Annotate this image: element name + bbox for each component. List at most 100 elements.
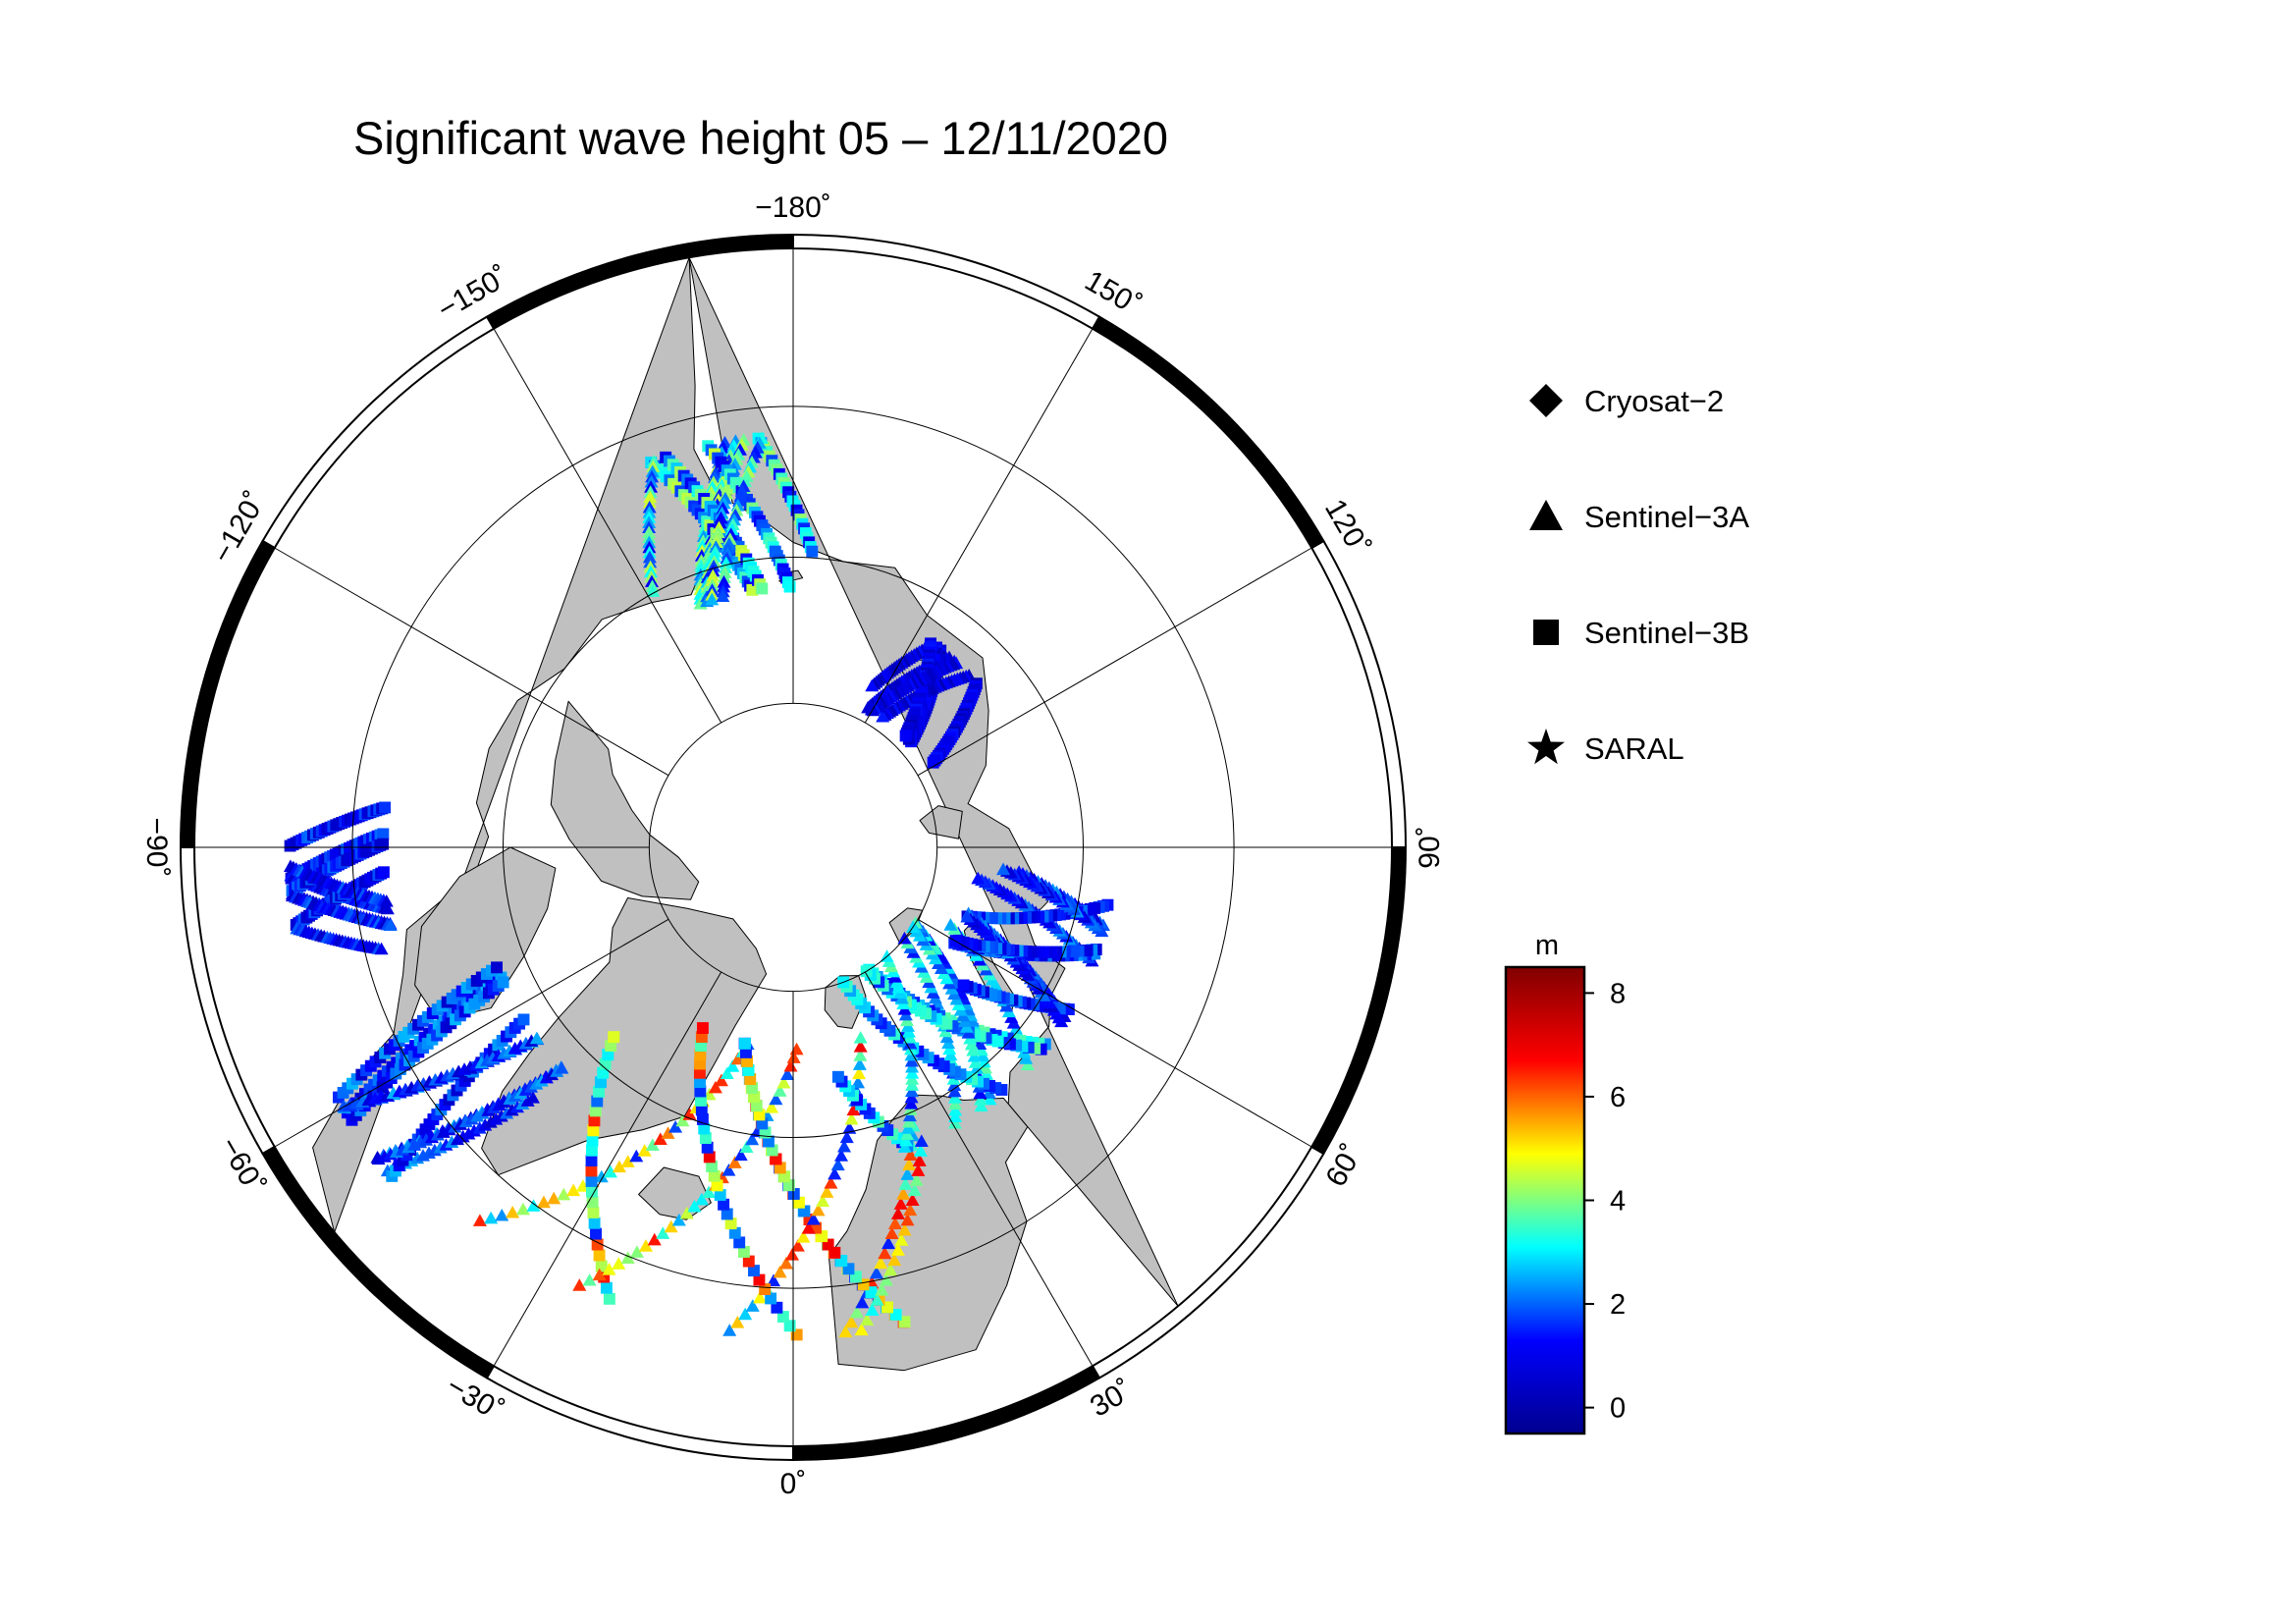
observation-point	[696, 1113, 709, 1125]
observation-point	[853, 1049, 868, 1061]
observation-point	[744, 1073, 757, 1085]
meridian-line	[917, 547, 1312, 777]
observation-point	[594, 1169, 609, 1183]
observation-point	[898, 1177, 913, 1190]
observation-point	[730, 1315, 745, 1328]
observation-point	[694, 1085, 707, 1098]
observation-point	[653, 1132, 667, 1145]
colorbar: m 0 2 4 6 8	[1504, 930, 1626, 1435]
observation-point	[591, 1238, 604, 1251]
observation-point	[978, 1077, 989, 1090]
observation-point	[974, 1093, 988, 1106]
observation-point	[587, 1206, 600, 1218]
observation-point	[590, 1227, 602, 1240]
observation-point	[776, 1075, 791, 1089]
observation-point	[767, 1273, 781, 1287]
chart-title: Significant wave height 05 – 12/11/2020	[353, 112, 1168, 164]
legend-square-icon	[1533, 620, 1559, 645]
observation-point	[695, 1094, 707, 1107]
legend-label: Sentinel−3A	[1584, 500, 1749, 534]
observation-point	[948, 1097, 963, 1110]
observation-point	[901, 1121, 916, 1134]
observation-point	[587, 1124, 600, 1137]
severnaya-zemlya	[919, 805, 963, 839]
observation-point	[714, 1073, 728, 1087]
observation-point	[582, 1272, 597, 1286]
observation-point	[675, 1113, 690, 1127]
observation-point	[801, 1221, 816, 1234]
observation-point	[753, 1290, 768, 1304]
observation-point	[484, 1211, 499, 1224]
observation-point	[491, 961, 504, 974]
observation-point	[759, 1126, 772, 1139]
colorbar-tick-label: 0	[1610, 1393, 1626, 1425]
satellite-legend: Cryosat−2 Sentinel−3A Sentinel−3B SARAL	[1527, 384, 1749, 766]
observation-point	[947, 1084, 962, 1098]
observation-point	[884, 1226, 899, 1240]
observation-point	[903, 1148, 918, 1161]
observation-point	[588, 1114, 601, 1127]
observation-point	[852, 1066, 867, 1080]
canadian-archipelago	[550, 700, 700, 900]
observation-point	[957, 979, 970, 992]
observation-point	[706, 1161, 719, 1172]
observation-point	[865, 1303, 880, 1316]
observation-point	[842, 1121, 857, 1134]
observation-point	[947, 1091, 962, 1104]
observation-point	[506, 1205, 520, 1218]
observation-point	[668, 1120, 683, 1133]
observation-point	[810, 1221, 822, 1234]
observation-point	[806, 1212, 821, 1225]
observation-point	[728, 1226, 741, 1239]
longitude-label: 90˚	[1414, 826, 1446, 868]
observation-point	[585, 1164, 598, 1177]
observation-point	[722, 532, 737, 545]
colorbar-gradient	[1504, 965, 1586, 1435]
observation-point	[773, 1084, 787, 1097]
observation-point	[379, 801, 392, 814]
observation-point	[712, 520, 726, 534]
observation-point	[883, 1263, 898, 1276]
observation-point	[897, 1140, 912, 1153]
observation-point	[782, 1179, 795, 1192]
observation-point	[608, 1031, 620, 1044]
observation-point	[756, 1117, 769, 1130]
observation-point	[854, 1323, 869, 1336]
observation-point	[899, 730, 912, 742]
observation-point	[721, 1208, 733, 1220]
observation-point	[995, 1084, 1008, 1096]
observation-point	[600, 1281, 613, 1294]
observation-point	[603, 1164, 617, 1178]
observation-point	[1022, 1041, 1035, 1054]
observation-point	[860, 1313, 875, 1326]
observation-point	[722, 1324, 737, 1336]
observation-point	[838, 1325, 853, 1338]
longitude-label: 0˚	[780, 1468, 807, 1500]
observation-point	[912, 1154, 927, 1166]
observation-point	[664, 1219, 678, 1233]
observation-point	[529, 1077, 544, 1090]
observation-point	[844, 1315, 859, 1328]
observation-point	[727, 1156, 742, 1168]
observation-point	[724, 1217, 737, 1230]
observation-point	[971, 871, 986, 885]
observation-point	[897, 1222, 912, 1236]
observation-point	[887, 1253, 902, 1267]
observation-point	[745, 1299, 760, 1312]
legend-label: Cryosat−2	[1584, 384, 1724, 418]
observation-point	[881, 1236, 896, 1250]
observation-point	[572, 1278, 587, 1291]
observation-point	[646, 460, 661, 472]
observation-point	[780, 1067, 795, 1080]
observation-point	[948, 1109, 963, 1123]
observation-point	[828, 1246, 841, 1259]
observation-point	[525, 1091, 540, 1104]
observation-point	[517, 1013, 530, 1026]
observation-point	[695, 1040, 707, 1053]
observation-point	[515, 1097, 530, 1110]
observation-point	[602, 1049, 614, 1061]
observation-point	[898, 1316, 911, 1328]
observation-point	[515, 1202, 530, 1216]
observation-point	[878, 1246, 892, 1260]
legend-triangle-icon	[1529, 500, 1563, 530]
